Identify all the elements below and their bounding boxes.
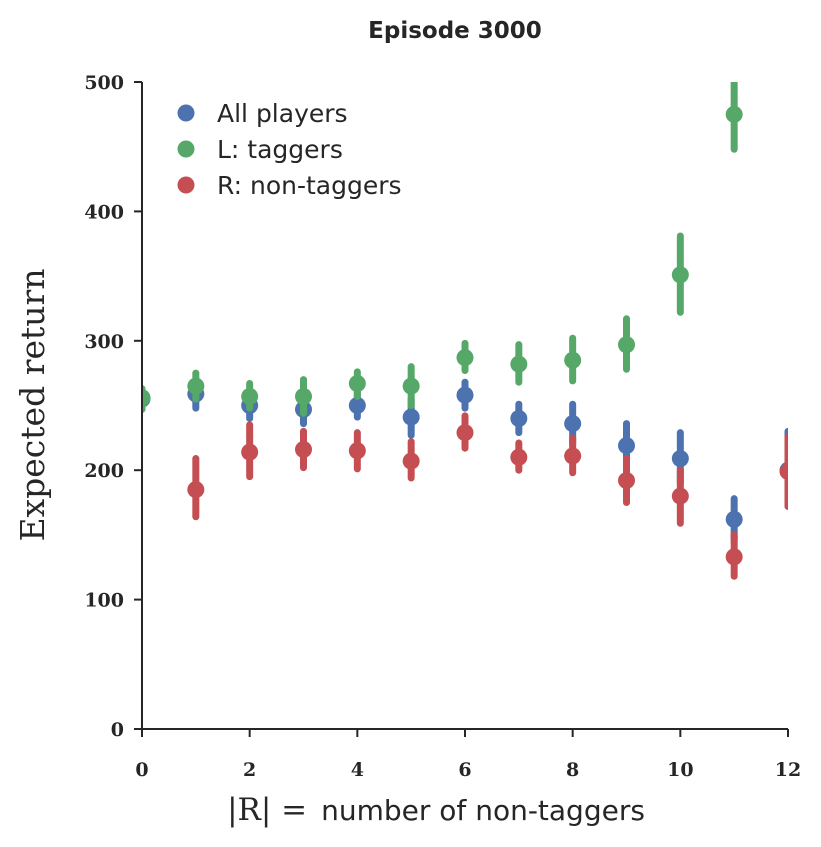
data-point (402, 408, 420, 426)
data-point (618, 437, 635, 455)
x-axis-label-text: number of non-taggers (321, 794, 645, 827)
data-point (671, 487, 689, 505)
data-point (456, 386, 474, 404)
y-tick-label: 400 (84, 201, 124, 223)
y-tick-label: 500 (84, 72, 124, 94)
data-point (402, 452, 420, 470)
data-point (187, 377, 205, 395)
data-point (142, 389, 151, 407)
legend-item: All players (177, 99, 348, 128)
data-point (618, 472, 635, 490)
data-point (510, 409, 528, 427)
data-point (348, 442, 366, 460)
x-tick-label: 0 (135, 759, 148, 781)
legend-label: L: taggers (217, 135, 343, 164)
data-point (187, 481, 205, 499)
legend-item: R: non-taggers (177, 171, 402, 200)
data-point (456, 424, 474, 442)
data-point (564, 351, 582, 369)
data-point (564, 447, 582, 465)
chart-title: Episode 3000 (368, 18, 542, 44)
data-point (725, 510, 743, 528)
x-tick-label: 6 (458, 759, 471, 781)
x-tick-label: 10 (667, 759, 693, 781)
data-point (402, 377, 420, 395)
data-point (564, 415, 582, 433)
legend: All players L: taggers R: non-taggers (177, 99, 402, 200)
y-tick-label: 0 (111, 719, 124, 741)
data-point (671, 450, 689, 468)
data-point (725, 548, 743, 566)
x-tick-label: 8 (566, 759, 579, 781)
legend-marker (177, 176, 195, 194)
x-axis-ticks: 0 2 4 6 8 10 12 (135, 729, 801, 781)
x-axis-label: |R| = number of non-taggers (227, 792, 645, 828)
data-point (348, 397, 366, 414)
series-all-players (142, 376, 788, 544)
data-point (295, 387, 312, 405)
legend-label: All players (217, 99, 348, 128)
data-point (348, 375, 366, 393)
data-point (671, 266, 689, 284)
y-tick-label: 300 (84, 331, 124, 353)
y-tick-label: 100 (84, 590, 124, 612)
legend-marker (177, 104, 195, 122)
x-tick-label: 4 (351, 759, 364, 781)
y-axis-label: Expected return (13, 268, 52, 541)
legend-marker (177, 140, 195, 158)
data-point (779, 462, 788, 480)
x-tick-label: 12 (775, 759, 801, 781)
data-point (510, 448, 528, 466)
data-point (241, 387, 259, 405)
data-point (725, 105, 743, 123)
data-point (618, 336, 635, 354)
legend-item: L: taggers (177, 135, 343, 164)
legend-label: R: non-taggers (217, 171, 402, 200)
series-r-non-taggers (187, 412, 788, 580)
data-point (510, 355, 528, 373)
data-point (295, 440, 312, 458)
x-tick-label: 2 (243, 759, 256, 781)
data-point (241, 443, 259, 461)
plot-area (142, 82, 788, 580)
x-axis-label-math: |R| = (227, 792, 307, 828)
series-l-taggers (142, 82, 743, 417)
y-axis-ticks: 0 100 200 300 400 500 (84, 72, 142, 741)
data-point (456, 349, 474, 367)
y-tick-label: 200 (84, 460, 124, 482)
